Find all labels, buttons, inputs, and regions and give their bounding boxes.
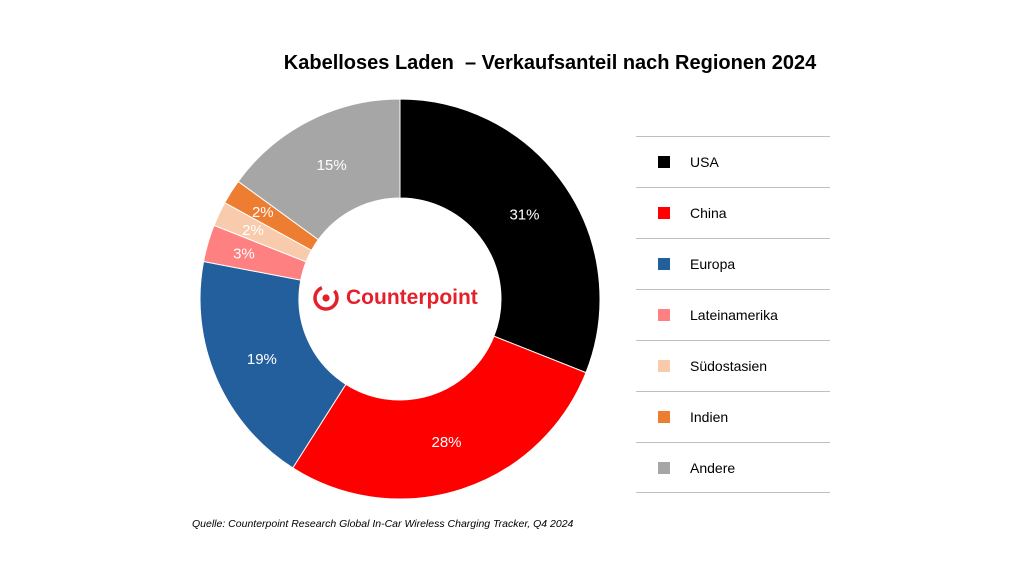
- source-note: Quelle: Counterpoint Research Global In-…: [192, 518, 574, 530]
- legend-item-südostasien: Südostasien: [636, 340, 830, 391]
- slice-label-china: 28%: [431, 434, 461, 451]
- legend-item-usa: USA: [636, 136, 830, 187]
- counterpoint-logo-text: Counterpoint: [346, 286, 478, 309]
- legend-label: Südostasien: [690, 358, 768, 374]
- legend-label: Indien: [690, 409, 729, 425]
- slice-label-europa: 19%: [247, 351, 277, 368]
- legend-item-europa: Europa: [636, 238, 830, 289]
- legend-swatch: [658, 207, 670, 219]
- legend-item-indien: Indien: [636, 391, 830, 442]
- slice-europa: [199, 260, 347, 469]
- legend-swatch: [658, 309, 670, 321]
- slice-label-andere: 15%: [317, 157, 347, 174]
- counterpoint-logo-icon: [313, 285, 339, 311]
- slice-label-lateinamerika: 3%: [233, 246, 255, 263]
- slice-label-südostasien: 2%: [242, 222, 264, 239]
- legend-label: Europa: [690, 256, 736, 272]
- legend-swatch: [658, 258, 670, 270]
- counterpoint-logo: Counterpoint: [312, 284, 478, 312]
- legend-label: China: [690, 205, 727, 221]
- legend-swatch: [658, 461, 670, 474]
- slice-label-usa: 31%: [509, 206, 539, 223]
- slice-andere: [237, 98, 401, 241]
- legend-label: Lateinamerika: [690, 307, 778, 323]
- slice-usa: [399, 98, 601, 374]
- chart-title: Kabelloses Laden – Verkaufsanteil nach R…: [283, 52, 817, 74]
- legend-label: USA: [690, 154, 719, 170]
- legend-item-andere: Andere: [636, 442, 830, 493]
- legend-label: Andere: [690, 459, 736, 476]
- legend-item-lateinamerika: Lateinamerika: [636, 289, 830, 340]
- slice-china: [292, 335, 587, 500]
- legend-item-china: China: [636, 187, 830, 238]
- slice-label-indien: 2%: [252, 204, 274, 221]
- legend-swatch: [658, 411, 670, 423]
- legend-swatch: [658, 360, 670, 372]
- legend-swatch: [658, 156, 670, 168]
- legend: USA China Europa Lateinamerika Südostasien In…: [636, 136, 830, 493]
